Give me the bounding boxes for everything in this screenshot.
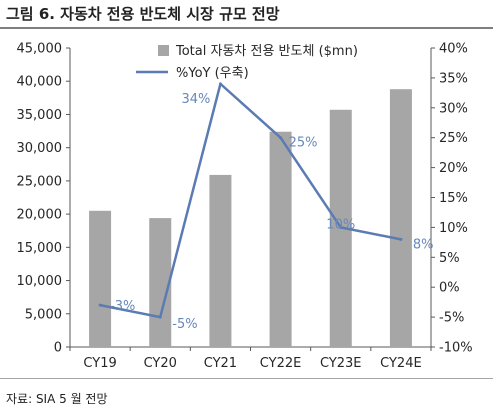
source-note: 자료: SIA 5 월 전망 xyxy=(6,392,108,406)
yoy-data-label: 34% xyxy=(182,92,211,107)
yoy-data-label: -5% xyxy=(172,317,197,332)
yoy-point xyxy=(218,82,222,86)
x-tick-label: CY21 xyxy=(204,356,237,371)
left-tick-label: 0 xyxy=(54,341,62,356)
bar-cy24e xyxy=(389,89,412,347)
yoy-data-label: 10% xyxy=(326,217,355,232)
left-tick-label: 40,000 xyxy=(17,75,63,90)
bar-cy19 xyxy=(89,210,112,347)
yoy-line xyxy=(99,82,402,319)
left-tick-label: 20,000 xyxy=(17,208,63,223)
left-tick-label: 45,000 xyxy=(17,42,63,57)
right-tick-label: 0% xyxy=(439,281,460,296)
x-tick-label: CY23E xyxy=(320,356,362,371)
yoy-point xyxy=(98,303,102,307)
right-tick-label: 10% xyxy=(439,221,468,236)
right-tick-label: -10% xyxy=(439,341,473,356)
right-tick-label: 30% xyxy=(439,101,468,116)
title-rule xyxy=(0,27,493,29)
bottom-rule xyxy=(0,378,493,379)
left-tick-label: 25,000 xyxy=(17,174,63,189)
legend-swatch-bar xyxy=(158,45,169,56)
legend-label-line: %YoY (우축) xyxy=(176,66,249,81)
right-tick-label: 35% xyxy=(439,71,468,86)
left-tick-label: 5,000 xyxy=(25,307,62,322)
yoy-data-label: -3% xyxy=(110,299,135,314)
left-tick-label: 35,000 xyxy=(17,108,63,123)
yoy-point xyxy=(279,136,283,140)
yoy-point xyxy=(339,225,343,229)
right-tick-label: 5% xyxy=(439,251,460,266)
x-tick-label: CY24E xyxy=(380,356,422,371)
left-tick-label: 30,000 xyxy=(17,141,63,156)
yoy-point xyxy=(158,315,162,319)
yoy-data-label: 8% xyxy=(413,237,434,252)
left-tick-label: 15,000 xyxy=(17,241,63,256)
bar-cy22e xyxy=(269,131,292,347)
legend-label-bar: Total 자동차 전용 반도체 ($mn) xyxy=(175,44,358,59)
right-tick-label: 40% xyxy=(439,42,468,57)
right-tick-label: 20% xyxy=(439,161,468,176)
right-tick-label: 15% xyxy=(439,191,468,206)
bar-cy21 xyxy=(209,174,232,347)
yoy-data-label: 25% xyxy=(289,136,318,151)
x-tick-label: CY19 xyxy=(83,356,116,371)
x-tick-label: CY20 xyxy=(144,356,177,371)
left-tick-label: 10,000 xyxy=(17,274,63,289)
right-tick-label: -5% xyxy=(439,311,464,326)
yoy-point xyxy=(399,237,403,241)
right-tick-label: 25% xyxy=(439,131,468,146)
x-tick-label: CY22E xyxy=(260,356,302,371)
figure-title: 그림 6. 자동차 전용 반도체 시장 규모 전망 xyxy=(6,5,280,23)
